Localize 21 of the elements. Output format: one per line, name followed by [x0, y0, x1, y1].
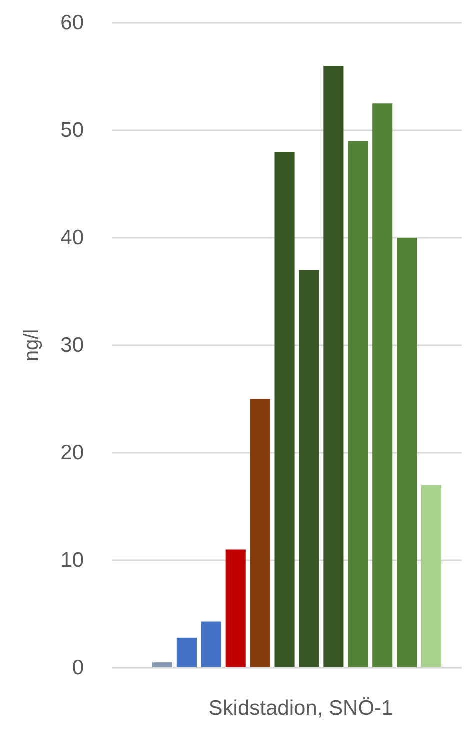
- y-tick-label: 10: [60, 549, 84, 572]
- bar: [299, 270, 320, 668]
- bar: [397, 238, 418, 668]
- bar: [274, 152, 295, 668]
- bar: [152, 662, 173, 668]
- bar: [372, 104, 393, 668]
- bar: [201, 622, 222, 668]
- bar: [348, 141, 368, 668]
- y-tick-label: 30: [60, 334, 84, 358]
- y-tick-label: 40: [60, 226, 84, 250]
- y-tick-label: 20: [60, 442, 84, 465]
- bar: [226, 550, 246, 668]
- y-axis-title: ng/l: [21, 329, 43, 362]
- bar: [250, 399, 270, 668]
- y-tick-label: 60: [60, 12, 84, 35]
- bar: [324, 66, 344, 668]
- x-axis-title: Skidstadion, SNÖ-1: [208, 697, 394, 720]
- bar: [421, 485, 442, 668]
- y-tick-label: 0: [72, 656, 84, 680]
- bar: [176, 638, 197, 668]
- y-tick-label: 50: [60, 119, 84, 142]
